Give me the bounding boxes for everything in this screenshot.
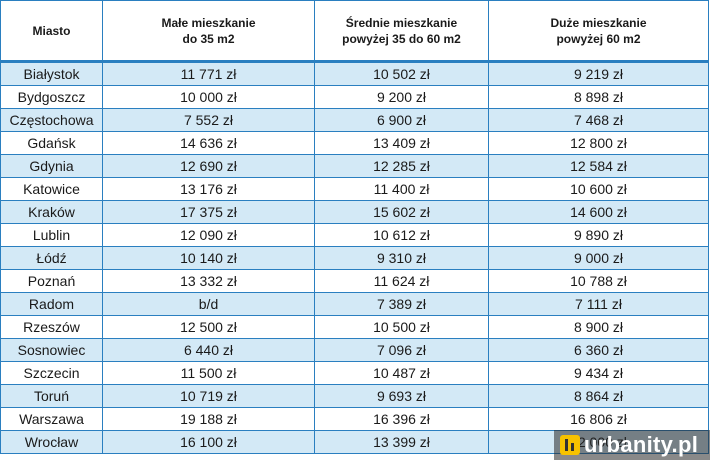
header-large-apartment: Duże mieszkanie powyżej 60 m2 [488, 0, 709, 63]
table-row: Poznań 13 332 zł 11 624 zł 10 788 zł [0, 269, 709, 293]
medium-price-cell: 10 502 zł [314, 61, 489, 86]
city-cell: Sosnowiec [0, 338, 103, 362]
medium-price-cell: 12 285 zł [314, 154, 489, 178]
medium-price-cell: 7 096 zł [314, 338, 489, 362]
header-city: Miasto [0, 0, 103, 63]
city-cell: Bydgoszcz [0, 85, 103, 109]
large-price-cell: 16 806 zł [488, 407, 709, 431]
large-price-cell: 9 219 zł [488, 61, 709, 86]
large-price-cell: 7 468 zł [488, 108, 709, 132]
small-price-cell: 19 188 zł [102, 407, 315, 431]
medium-price-cell: 15 602 zł [314, 200, 489, 224]
table-row: Gdańsk 14 636 zł 13 409 zł 12 800 zł [0, 131, 709, 155]
city-cell: Radom [0, 292, 103, 316]
small-price-cell: b/d [102, 292, 315, 316]
header-small-apartment: Małe mieszkanie do 35 m2 [102, 0, 315, 63]
large-price-cell: 10 600 zł [488, 177, 709, 201]
city-cell: Białystok [0, 61, 103, 86]
urbanity-logo-icon [560, 435, 580, 455]
medium-price-cell: 11 624 zł [314, 269, 489, 293]
table-row: Częstochowa 7 552 zł 6 900 zł 7 468 zł [0, 108, 709, 132]
small-price-cell: 12 500 zł [102, 315, 315, 339]
small-price-cell: 13 332 zł [102, 269, 315, 293]
table-row: Kraków 17 375 zł 15 602 zł 14 600 zł [0, 200, 709, 224]
city-cell: Toruń [0, 384, 103, 408]
large-price-cell: 8 898 zł [488, 85, 709, 109]
small-price-cell: 12 690 zł [102, 154, 315, 178]
city-cell: Poznań [0, 269, 103, 293]
small-price-cell: 6 440 zł [102, 338, 315, 362]
medium-price-cell: 10 487 zł [314, 361, 489, 385]
small-price-cell: 13 176 zł [102, 177, 315, 201]
table-row: Warszawa 19 188 zł 16 396 zł 16 806 zł [0, 407, 709, 431]
large-price-cell: 12 800 zł [488, 131, 709, 155]
medium-price-cell: 10 612 zł [314, 223, 489, 247]
header-row: Miasto Małe mieszkanie do 35 m2 Średnie m… [0, 0, 709, 63]
city-cell: Gdańsk [0, 131, 103, 155]
table-row: Radom b/d 7 389 zł 7 111 zł [0, 292, 709, 316]
small-price-cell: 11 771 zł [102, 61, 315, 86]
city-cell: Warszawa [0, 407, 103, 431]
medium-price-cell: 13 409 zł [314, 131, 489, 155]
table-row: Łódź 10 140 zł 9 310 zł 9 000 zł [0, 246, 709, 270]
table-row: Gdynia 12 690 zł 12 285 zł 12 584 zł [0, 154, 709, 178]
small-price-cell: 14 636 zł [102, 131, 315, 155]
city-cell: Gdynia [0, 154, 103, 178]
small-price-cell: 17 375 zł [102, 200, 315, 224]
table-row: Bydgoszcz 10 000 zł 9 200 zł 8 898 zł [0, 85, 709, 109]
city-cell: Szczecin [0, 361, 103, 385]
table-row: Sosnowiec 6 440 zł 7 096 zł 6 360 zł [0, 338, 709, 362]
large-price-cell: 9 890 zł [488, 223, 709, 247]
city-cell: Wrocław [0, 430, 103, 454]
table-row: Katowice 13 176 zł 11 400 zł 10 600 zł [0, 177, 709, 201]
medium-price-cell: 9 310 zł [314, 246, 489, 270]
large-price-cell: 9 000 zł [488, 246, 709, 270]
large-price-cell: 8 864 zł [488, 384, 709, 408]
large-price-cell: 9 434 zł [488, 361, 709, 385]
urbanity-watermark: urbanity.pl [554, 430, 710, 460]
medium-price-cell: 11 400 zł [314, 177, 489, 201]
medium-price-cell: 7 389 zł [314, 292, 489, 316]
large-price-cell: 6 360 zł [488, 338, 709, 362]
table-row: Lublin 12 090 zł 10 612 zł 9 890 zł [0, 223, 709, 247]
large-price-cell: 8 900 zł [488, 315, 709, 339]
medium-price-cell: 16 396 zł [314, 407, 489, 431]
large-price-cell: 12 584 zł [488, 154, 709, 178]
medium-price-cell: 6 900 zł [314, 108, 489, 132]
table-row: Białystok 11 771 zł 10 502 zł 9 219 zł [0, 61, 709, 86]
medium-price-cell: 13 399 zł [314, 430, 489, 454]
city-cell: Łódź [0, 246, 103, 270]
header-medium-apartment: Średnie mieszkanie powyżej 35 do 60 m2 [314, 0, 489, 63]
city-cell: Rzeszów [0, 315, 103, 339]
small-price-cell: 10 140 zł [102, 246, 315, 270]
medium-price-cell: 10 500 zł [314, 315, 489, 339]
medium-price-cell: 9 693 zł [314, 384, 489, 408]
small-price-cell: 12 090 zł [102, 223, 315, 247]
small-price-cell: 7 552 zł [102, 108, 315, 132]
city-cell: Lublin [0, 223, 103, 247]
city-cell: Kraków [0, 200, 103, 224]
city-cell: Częstochowa [0, 108, 103, 132]
city-cell: Katowice [0, 177, 103, 201]
large-price-cell: 7 111 zł [488, 292, 709, 316]
small-price-cell: 10 719 zł [102, 384, 315, 408]
table-row: Toruń 10 719 zł 9 693 zł 8 864 zł [0, 384, 709, 408]
small-price-cell: 11 500 zł [102, 361, 315, 385]
medium-price-cell: 9 200 zł [314, 85, 489, 109]
large-price-cell: 14 600 zł [488, 200, 709, 224]
watermark-text: urbanity.pl [584, 432, 699, 457]
large-price-cell: 10 788 zł [488, 269, 709, 293]
small-price-cell: 16 100 zł [102, 430, 315, 454]
small-price-cell: 10 000 zł [102, 85, 315, 109]
table-row: Szczecin 11 500 zł 10 487 zł 9 434 zł [0, 361, 709, 385]
table-row: Rzeszów 12 500 zł 10 500 zł 8 900 zł [0, 315, 709, 339]
